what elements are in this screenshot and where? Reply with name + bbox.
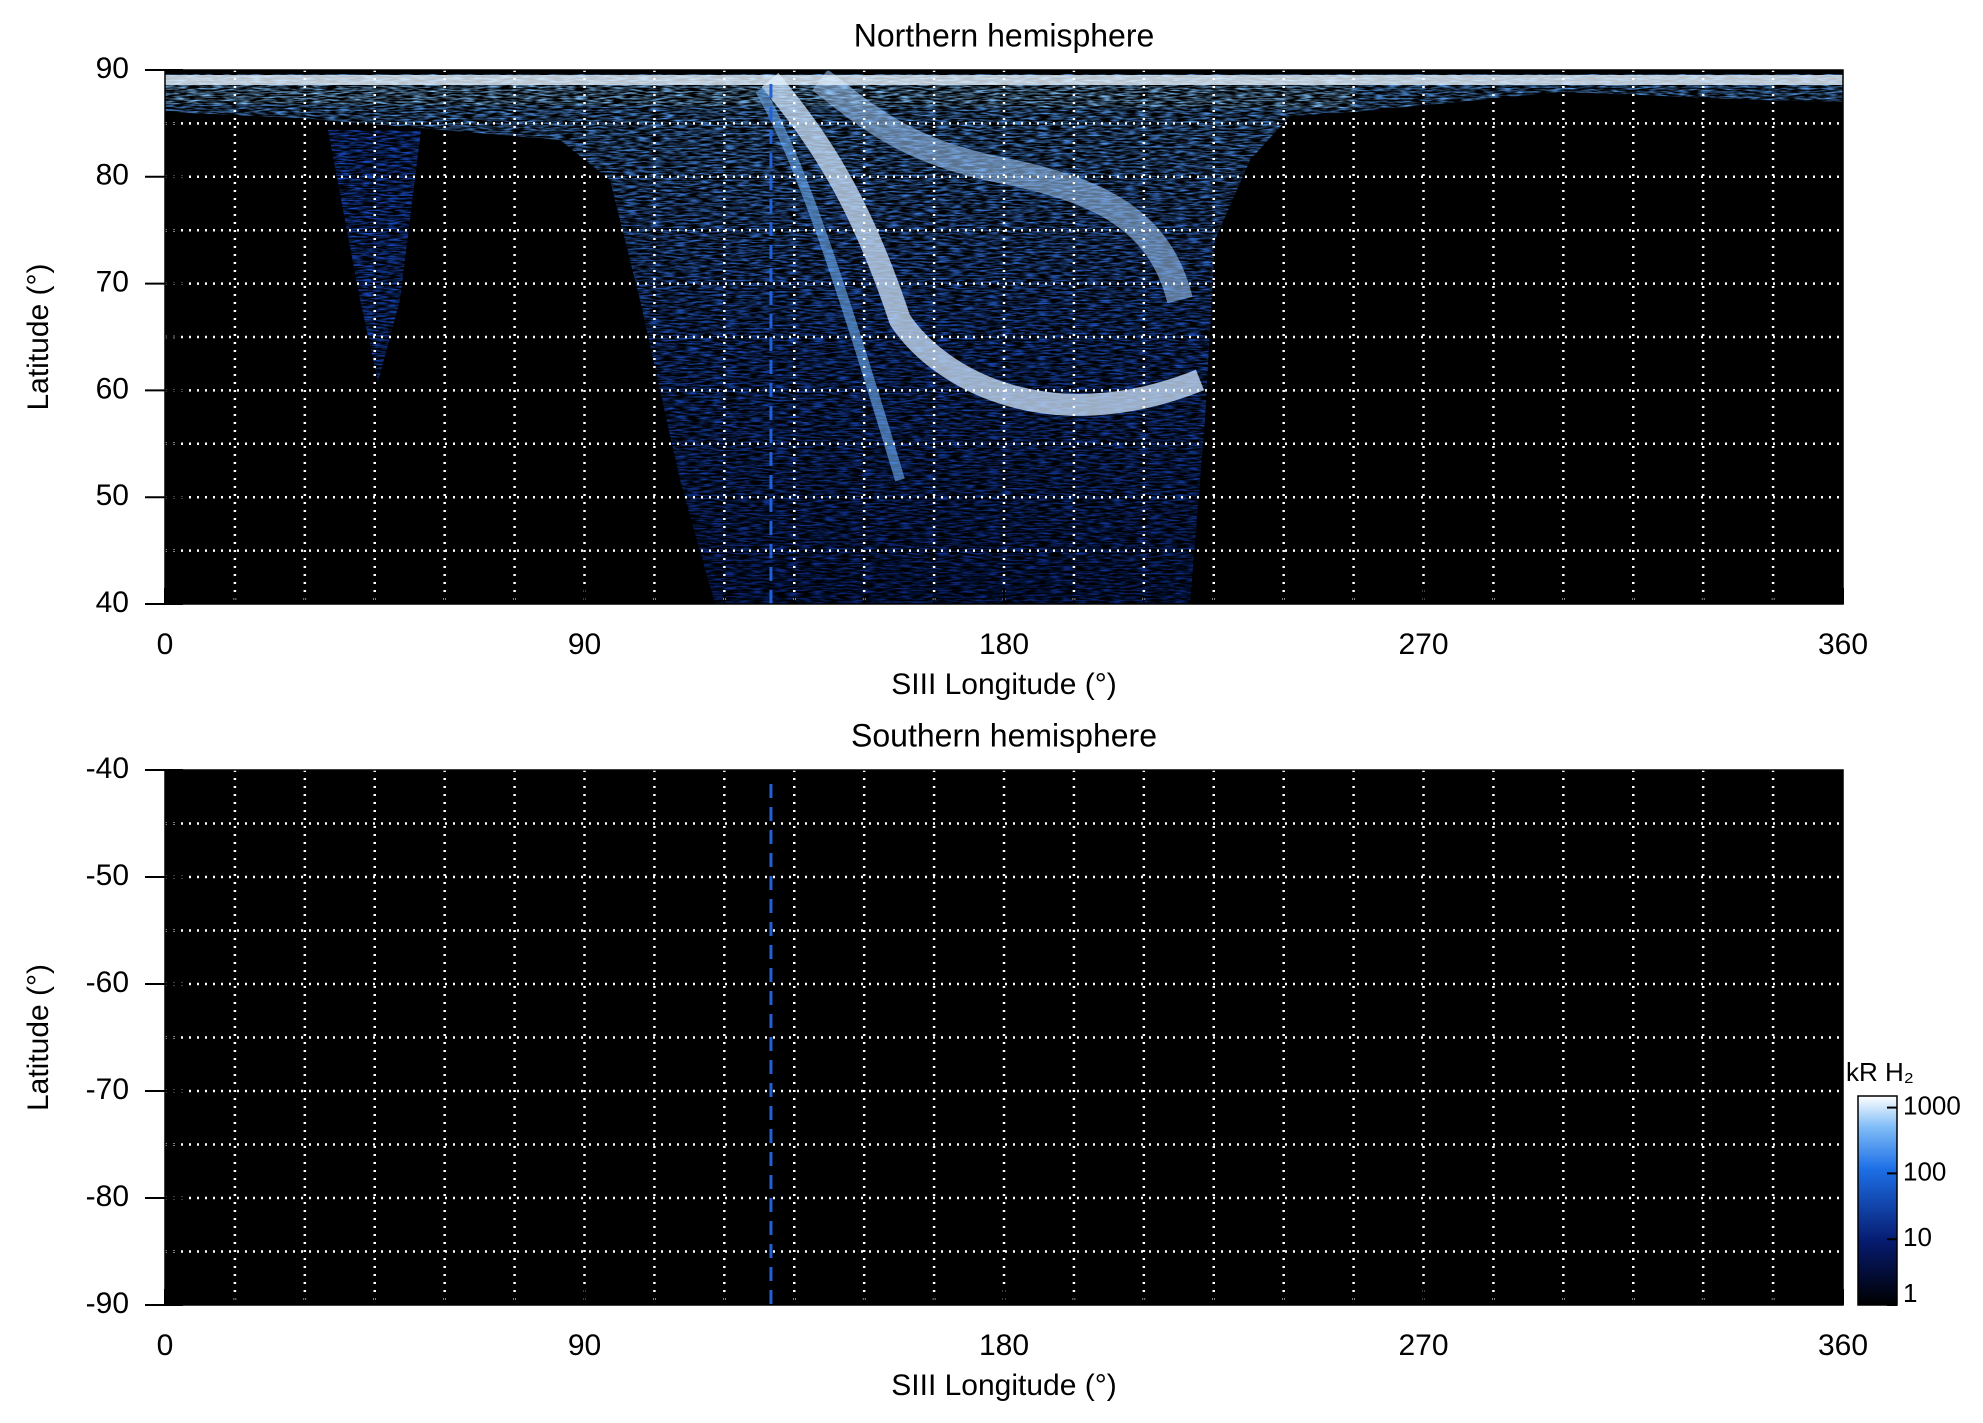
x-tick-label: 0 bbox=[157, 628, 174, 661]
y-tick-label: 90 bbox=[96, 52, 129, 85]
x-tick-label: 180 bbox=[979, 628, 1029, 661]
y-tick-label: -80 bbox=[86, 1180, 129, 1213]
y-tick-label: 50 bbox=[96, 479, 129, 512]
y-tick-label: 40 bbox=[96, 586, 129, 619]
y-tick-label: -60 bbox=[86, 966, 129, 999]
y-axis-title: Latitude (°) bbox=[22, 263, 55, 410]
chart-title: Southern hemisphere bbox=[851, 717, 1157, 753]
y-tick-label: 80 bbox=[96, 159, 129, 192]
x-axis-title: SIII Longitude (°) bbox=[891, 668, 1116, 701]
x-tick-label: 360 bbox=[1818, 1329, 1868, 1362]
x-tick-label: 270 bbox=[1398, 628, 1448, 661]
y-tick-label: 70 bbox=[96, 266, 129, 299]
colorbar-tick-label: 1000 bbox=[1903, 1090, 1961, 1120]
colorbar-label: kR H₂ bbox=[1846, 1057, 1914, 1087]
x-tick-label: 360 bbox=[1818, 628, 1868, 661]
colorbar-tick-label: 100 bbox=[1903, 1156, 1946, 1186]
y-tick-label: -90 bbox=[86, 1287, 129, 1320]
panel-frame bbox=[164, 69, 1844, 605]
x-tick-label: 90 bbox=[568, 1329, 601, 1362]
colorbar-tick-label: 1 bbox=[1903, 1278, 1917, 1308]
x-tick-label: 270 bbox=[1398, 1329, 1448, 1362]
x-tick-label: 0 bbox=[157, 1329, 174, 1362]
colorbar bbox=[1857, 1095, 1898, 1306]
y-tick-label: -70 bbox=[86, 1073, 129, 1106]
x-axis-title: SIII Longitude (°) bbox=[891, 1369, 1116, 1402]
colorbar-tick-label: 10 bbox=[1903, 1222, 1932, 1252]
panel-frame bbox=[164, 769, 1844, 1306]
chart-title: Northern hemisphere bbox=[854, 17, 1155, 53]
x-tick-label: 180 bbox=[979, 1329, 1029, 1362]
x-tick-label: 90 bbox=[568, 628, 601, 661]
y-tick-label: 60 bbox=[96, 372, 129, 405]
y-axis-title: Latitude (°) bbox=[22, 964, 55, 1111]
y-tick-label: -40 bbox=[86, 752, 129, 785]
y-tick-label: -50 bbox=[86, 859, 129, 892]
